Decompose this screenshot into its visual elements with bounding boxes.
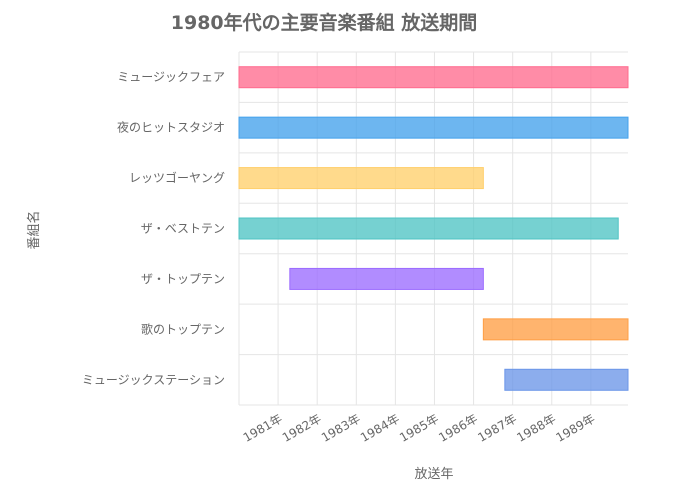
x-tick-label: 1986年 <box>436 411 480 444</box>
bar-range <box>238 66 629 89</box>
category-label: ザ・トップテン <box>141 272 225 286</box>
bars-layer <box>238 66 629 391</box>
x-tick-label: 1987年 <box>475 411 519 444</box>
bar-range <box>504 368 629 391</box>
bar-range <box>289 267 484 290</box>
y-axis-title: 番組名 <box>26 210 42 249</box>
x-tick-label: 1982年 <box>280 411 324 444</box>
category-label: ミュージックフェア <box>117 70 225 84</box>
x-tick-label: 1983年 <box>319 411 363 444</box>
x-tick-label: 1985年 <box>397 411 441 444</box>
category-label: 歌のトップテン <box>141 321 225 336</box>
x-tick-label: 1988年 <box>514 411 558 444</box>
x-tick-label: 1984年 <box>358 411 402 444</box>
x-axis-title: 放送年 <box>414 467 453 482</box>
x-tick-labels: 1981年1982年1983年1984年1985年1986年1987年1988年… <box>241 411 598 444</box>
bar-range <box>238 116 629 139</box>
grid-layer <box>238 51 628 406</box>
bar-range <box>482 318 629 341</box>
bar-range <box>238 167 484 190</box>
category-label: ミュージックステーション <box>82 373 225 387</box>
chart-title: 1980年代の主要音楽番組 放送期間 <box>171 11 478 34</box>
category-label: レッツゴーヤング <box>129 170 225 185</box>
x-tick-label: 1981年 <box>241 411 285 444</box>
category-label: 夜のヒットスタジオ <box>117 120 225 135</box>
category-labels: ミュージックフェア夜のヒットスタジオレッツゴーヤングザ・ベストテンザ・トップテン… <box>82 70 225 387</box>
bar-range <box>238 217 619 240</box>
x-tick-label: 1989年 <box>554 411 598 444</box>
category-label: ザ・ベストテン <box>141 222 225 236</box>
